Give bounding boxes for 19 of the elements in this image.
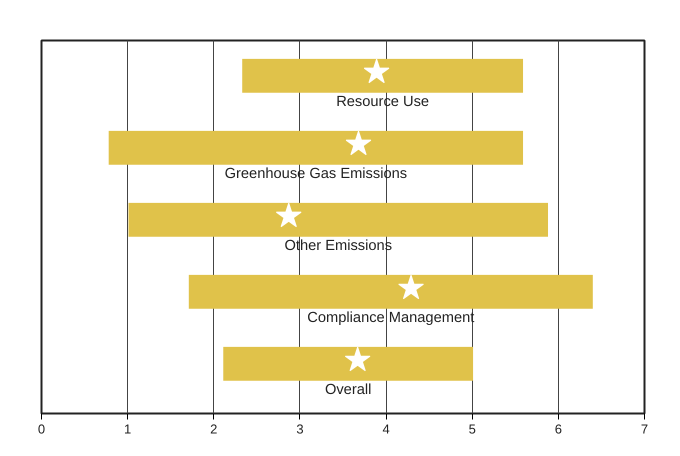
point: [344, 346, 371, 372]
x-tick-label: 5: [468, 422, 476, 436]
bar: [128, 202, 548, 237]
bar: [223, 346, 474, 381]
point: [346, 130, 372, 156]
x-tick-label: 1: [124, 422, 132, 436]
bar: [188, 274, 593, 309]
x-tick-label: 4: [382, 422, 390, 436]
bar: [242, 58, 524, 93]
point: [398, 274, 424, 300]
y-tick-label: Overall: [324, 382, 372, 398]
x-tick-label: 0: [38, 422, 46, 436]
x-tick-label: 3: [296, 422, 304, 436]
x-tick-label: 2: [210, 422, 218, 436]
bar: [108, 130, 524, 165]
x-tick-label: 6: [554, 422, 562, 436]
point: [276, 202, 302, 228]
x-tick-label: 7: [640, 422, 648, 436]
point: [364, 58, 390, 84]
